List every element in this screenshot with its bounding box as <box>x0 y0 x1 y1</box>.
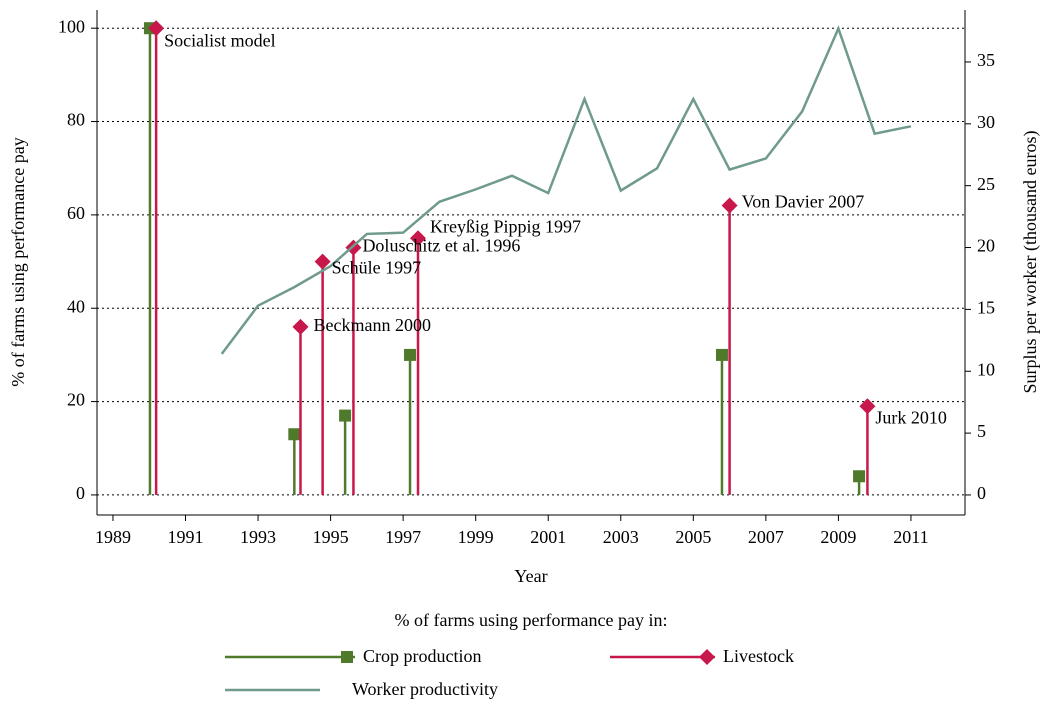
y2-tick-label: 25 <box>977 174 995 194</box>
x-axis-label: Year <box>514 566 547 586</box>
legend-label: Crop production <box>363 646 482 666</box>
x-tick-label: 2003 <box>603 527 639 547</box>
point-annotation: Beckmann 2000 <box>313 315 430 335</box>
x-tick-label: 1991 <box>168 527 204 547</box>
stem-marker <box>339 409 352 422</box>
y2-tick-label: 10 <box>977 359 995 379</box>
legend-marker <box>341 651 353 663</box>
stem-marker <box>410 230 427 247</box>
x-tick-label: 2011 <box>893 527 928 547</box>
stem-marker <box>288 428 301 441</box>
y-tick-label: 100 <box>58 16 85 36</box>
y-tick-label: 60 <box>67 203 85 223</box>
stem-marker <box>721 197 738 214</box>
stem-marker <box>404 348 417 361</box>
point-annotation: Socialist model <box>164 30 276 50</box>
stem-marker <box>292 318 309 335</box>
legend-label: Livestock <box>723 646 794 666</box>
stem-marker <box>853 470 866 483</box>
point-annotation: Doluschitz et al. 1996 <box>362 236 520 256</box>
y2-axis-label: Surplus per worker (thousand euros) <box>1020 131 1041 394</box>
legend-title: % of farms using performance pay in: <box>395 610 668 630</box>
point-annotation: Kreyßig Pippig 1997 <box>430 216 581 236</box>
x-tick-label: 1999 <box>458 527 494 547</box>
x-tick-label: 1989 <box>95 527 131 547</box>
y2-tick-label: 0 <box>977 483 986 503</box>
point-annotation: Jurk 2010 <box>875 407 947 427</box>
x-tick-label: 2009 <box>820 527 856 547</box>
y-tick-label: 80 <box>67 110 85 130</box>
point-annotation: Von Davier 2007 <box>742 192 865 212</box>
stem-marker <box>715 348 728 361</box>
stem-marker <box>148 20 165 37</box>
y2-tick-label: 20 <box>977 236 995 256</box>
y2-tick-label: 15 <box>977 298 995 318</box>
legend-label: Worker productivity <box>352 679 498 699</box>
y2-tick-label: 30 <box>977 112 995 132</box>
point-annotation: Schüle 1997 <box>332 258 422 278</box>
y-axis-label: % of farms using performance pay <box>8 137 28 386</box>
y2-tick-label: 5 <box>977 421 986 441</box>
stem-marker <box>314 253 331 270</box>
y-tick-label: 40 <box>67 296 85 316</box>
x-tick-label: 2001 <box>530 527 566 547</box>
legend-marker <box>699 649 715 665</box>
x-tick-label: 2005 <box>675 527 711 547</box>
productivity-line <box>220 25 912 355</box>
y-tick-label: 0 <box>76 483 85 503</box>
x-tick-label: 1995 <box>313 527 349 547</box>
y-tick-label: 20 <box>67 390 85 410</box>
x-tick-label: 2007 <box>748 527 784 547</box>
y2-tick-label: 35 <box>977 50 995 70</box>
x-tick-label: 1993 <box>240 527 276 547</box>
stem-marker <box>859 398 876 415</box>
x-tick-label: 1997 <box>385 527 421 547</box>
